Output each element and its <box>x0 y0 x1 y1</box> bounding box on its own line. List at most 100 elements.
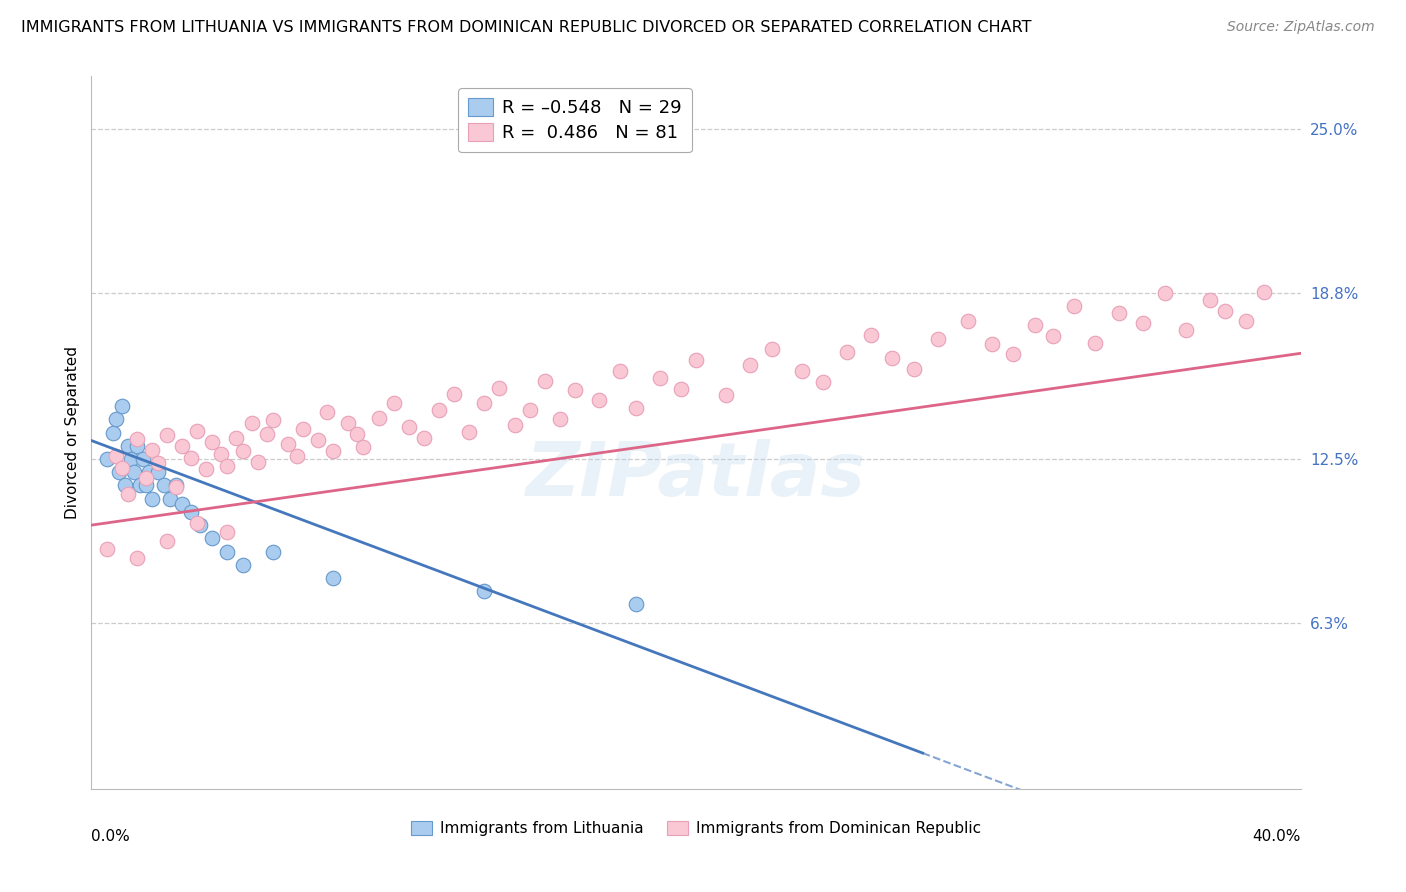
Point <box>609 364 631 378</box>
Text: 0.0%: 0.0% <box>91 829 131 844</box>
Point <box>172 497 194 511</box>
Point <box>120 452 142 467</box>
Point <box>138 465 160 479</box>
Point <box>141 443 163 458</box>
Point <box>488 381 510 395</box>
Point <box>316 405 339 419</box>
Point <box>104 449 127 463</box>
Point <box>588 393 610 408</box>
Point <box>860 328 883 343</box>
Point <box>101 425 124 440</box>
Point <box>382 396 405 410</box>
Point <box>107 465 129 479</box>
Point <box>240 416 263 430</box>
Point <box>956 314 979 328</box>
Point <box>835 344 858 359</box>
Point <box>1174 323 1197 337</box>
Point <box>1084 335 1107 350</box>
Point <box>262 544 284 558</box>
Point <box>533 375 555 389</box>
Point <box>209 447 232 461</box>
Y-axis label: Divorced or Separated: Divorced or Separated <box>65 346 80 519</box>
Point <box>125 433 148 447</box>
Point <box>503 418 526 433</box>
Point <box>1153 286 1175 301</box>
Point <box>352 440 374 454</box>
Point <box>1108 306 1130 320</box>
Text: ZIPatlas: ZIPatlas <box>526 439 866 512</box>
Point <box>217 544 239 558</box>
Point <box>285 450 308 464</box>
Point <box>111 399 132 413</box>
Point <box>262 413 284 427</box>
Point <box>277 437 299 451</box>
Point <box>180 505 202 519</box>
Point <box>1063 299 1085 313</box>
Point <box>882 351 904 366</box>
Point <box>648 371 671 385</box>
Point <box>1198 293 1220 307</box>
Point <box>165 478 187 492</box>
Point <box>1234 314 1257 328</box>
Point <box>180 451 202 466</box>
Point <box>186 424 208 438</box>
Point <box>981 337 1004 351</box>
Point <box>231 558 253 572</box>
Point <box>132 452 155 467</box>
Point <box>322 571 344 585</box>
Point <box>346 427 368 442</box>
Point <box>685 353 707 368</box>
Point <box>1002 347 1025 361</box>
Point <box>427 402 450 417</box>
Point <box>125 551 148 566</box>
Point <box>337 416 360 430</box>
Point <box>472 396 495 410</box>
Point <box>122 465 145 479</box>
Text: 40.0%: 40.0% <box>1253 829 1301 844</box>
Point <box>1213 304 1236 318</box>
Point <box>669 382 692 396</box>
Point <box>135 471 157 485</box>
Point <box>811 375 834 389</box>
Point <box>111 461 132 475</box>
Point <box>1042 328 1064 343</box>
Point <box>165 480 187 494</box>
Point <box>624 598 647 612</box>
Point <box>292 422 315 436</box>
Point <box>903 361 925 376</box>
Point <box>458 425 481 439</box>
Point <box>548 412 571 426</box>
Point <box>413 431 436 445</box>
Point <box>117 439 139 453</box>
Point <box>740 359 762 373</box>
Point <box>927 332 949 346</box>
Point <box>128 478 150 492</box>
Point <box>217 525 239 540</box>
Point <box>1132 316 1154 330</box>
Point <box>114 478 136 492</box>
Point <box>117 486 139 500</box>
Point <box>195 462 218 476</box>
Point <box>125 439 148 453</box>
Point <box>141 491 163 506</box>
Legend: Immigrants from Lithuania, Immigrants from Dominican Republic: Immigrants from Lithuania, Immigrants fr… <box>405 814 987 842</box>
Text: Source: ZipAtlas.com: Source: ZipAtlas.com <box>1227 20 1375 34</box>
Point <box>172 439 194 453</box>
Point <box>761 342 783 356</box>
Point <box>188 518 211 533</box>
Point <box>135 478 157 492</box>
Point <box>146 465 169 479</box>
Point <box>307 433 329 447</box>
Point <box>1253 285 1275 300</box>
Point <box>624 401 647 416</box>
Point <box>367 411 389 425</box>
Point <box>322 444 344 458</box>
Point <box>472 584 495 599</box>
Point <box>564 384 586 398</box>
Point <box>519 403 541 417</box>
Point <box>246 455 269 469</box>
Point <box>714 388 737 402</box>
Point <box>186 516 208 531</box>
Point <box>156 533 179 548</box>
Point <box>217 459 239 474</box>
